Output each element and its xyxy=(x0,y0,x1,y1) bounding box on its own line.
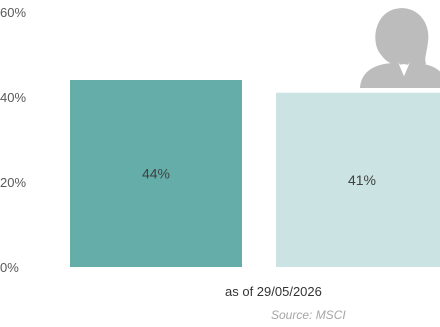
y-tick-label: 20% xyxy=(0,175,26,190)
y-tick-label: 60% xyxy=(0,5,26,20)
y-tick-label: 40% xyxy=(0,90,26,105)
bar-value-label: 44% xyxy=(142,166,170,182)
bars xyxy=(70,80,440,267)
woman-avatar-icon xyxy=(360,8,440,88)
bar xyxy=(70,80,242,267)
data-labels: 44% 41% xyxy=(142,166,376,188)
source-note: Source: MSCI xyxy=(271,308,346,322)
bar xyxy=(276,92,440,267)
y-tick-label: 0% xyxy=(0,260,19,275)
bar-value-label: 41% xyxy=(348,172,376,188)
y-axis-ticks: 0% 20% 40% 60% xyxy=(0,5,26,275)
as-of-note: as of 29/05/2026 xyxy=(225,284,322,299)
